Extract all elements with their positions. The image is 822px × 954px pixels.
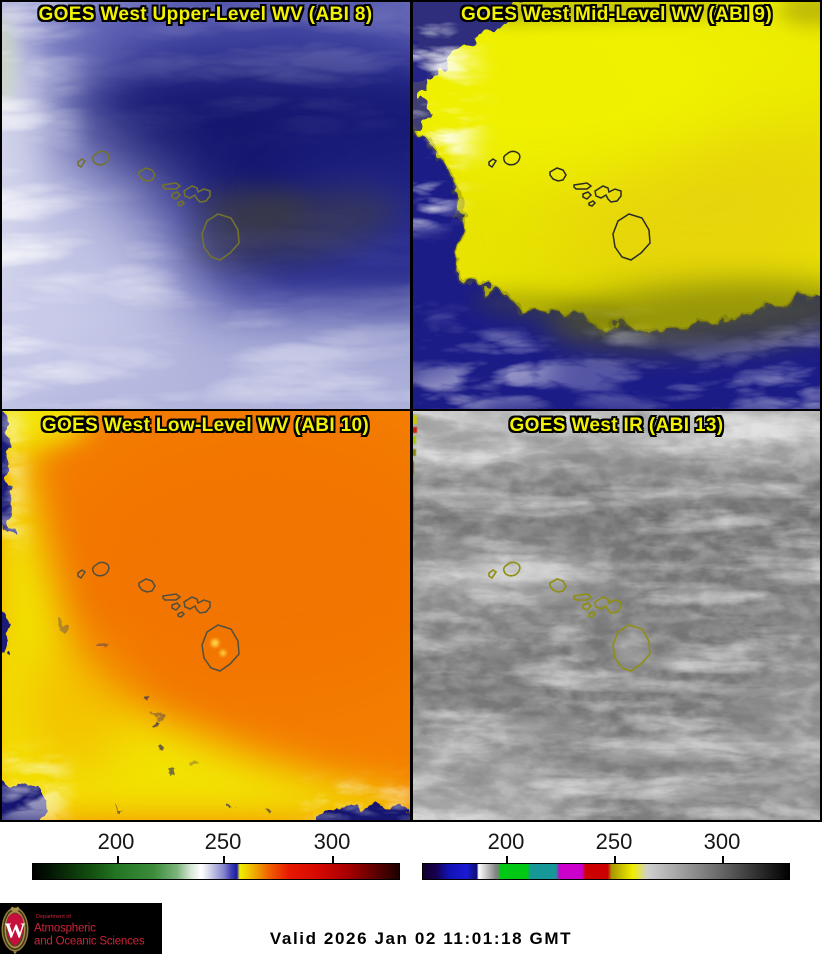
svg-text:and Oceanic Sciences: and Oceanic Sciences	[34, 936, 145, 948]
svg-text:Department of: Department of	[36, 914, 71, 920]
svg-text:W: W	[5, 919, 26, 943]
svg-text:Atmospheric: Atmospheric	[34, 923, 96, 935]
